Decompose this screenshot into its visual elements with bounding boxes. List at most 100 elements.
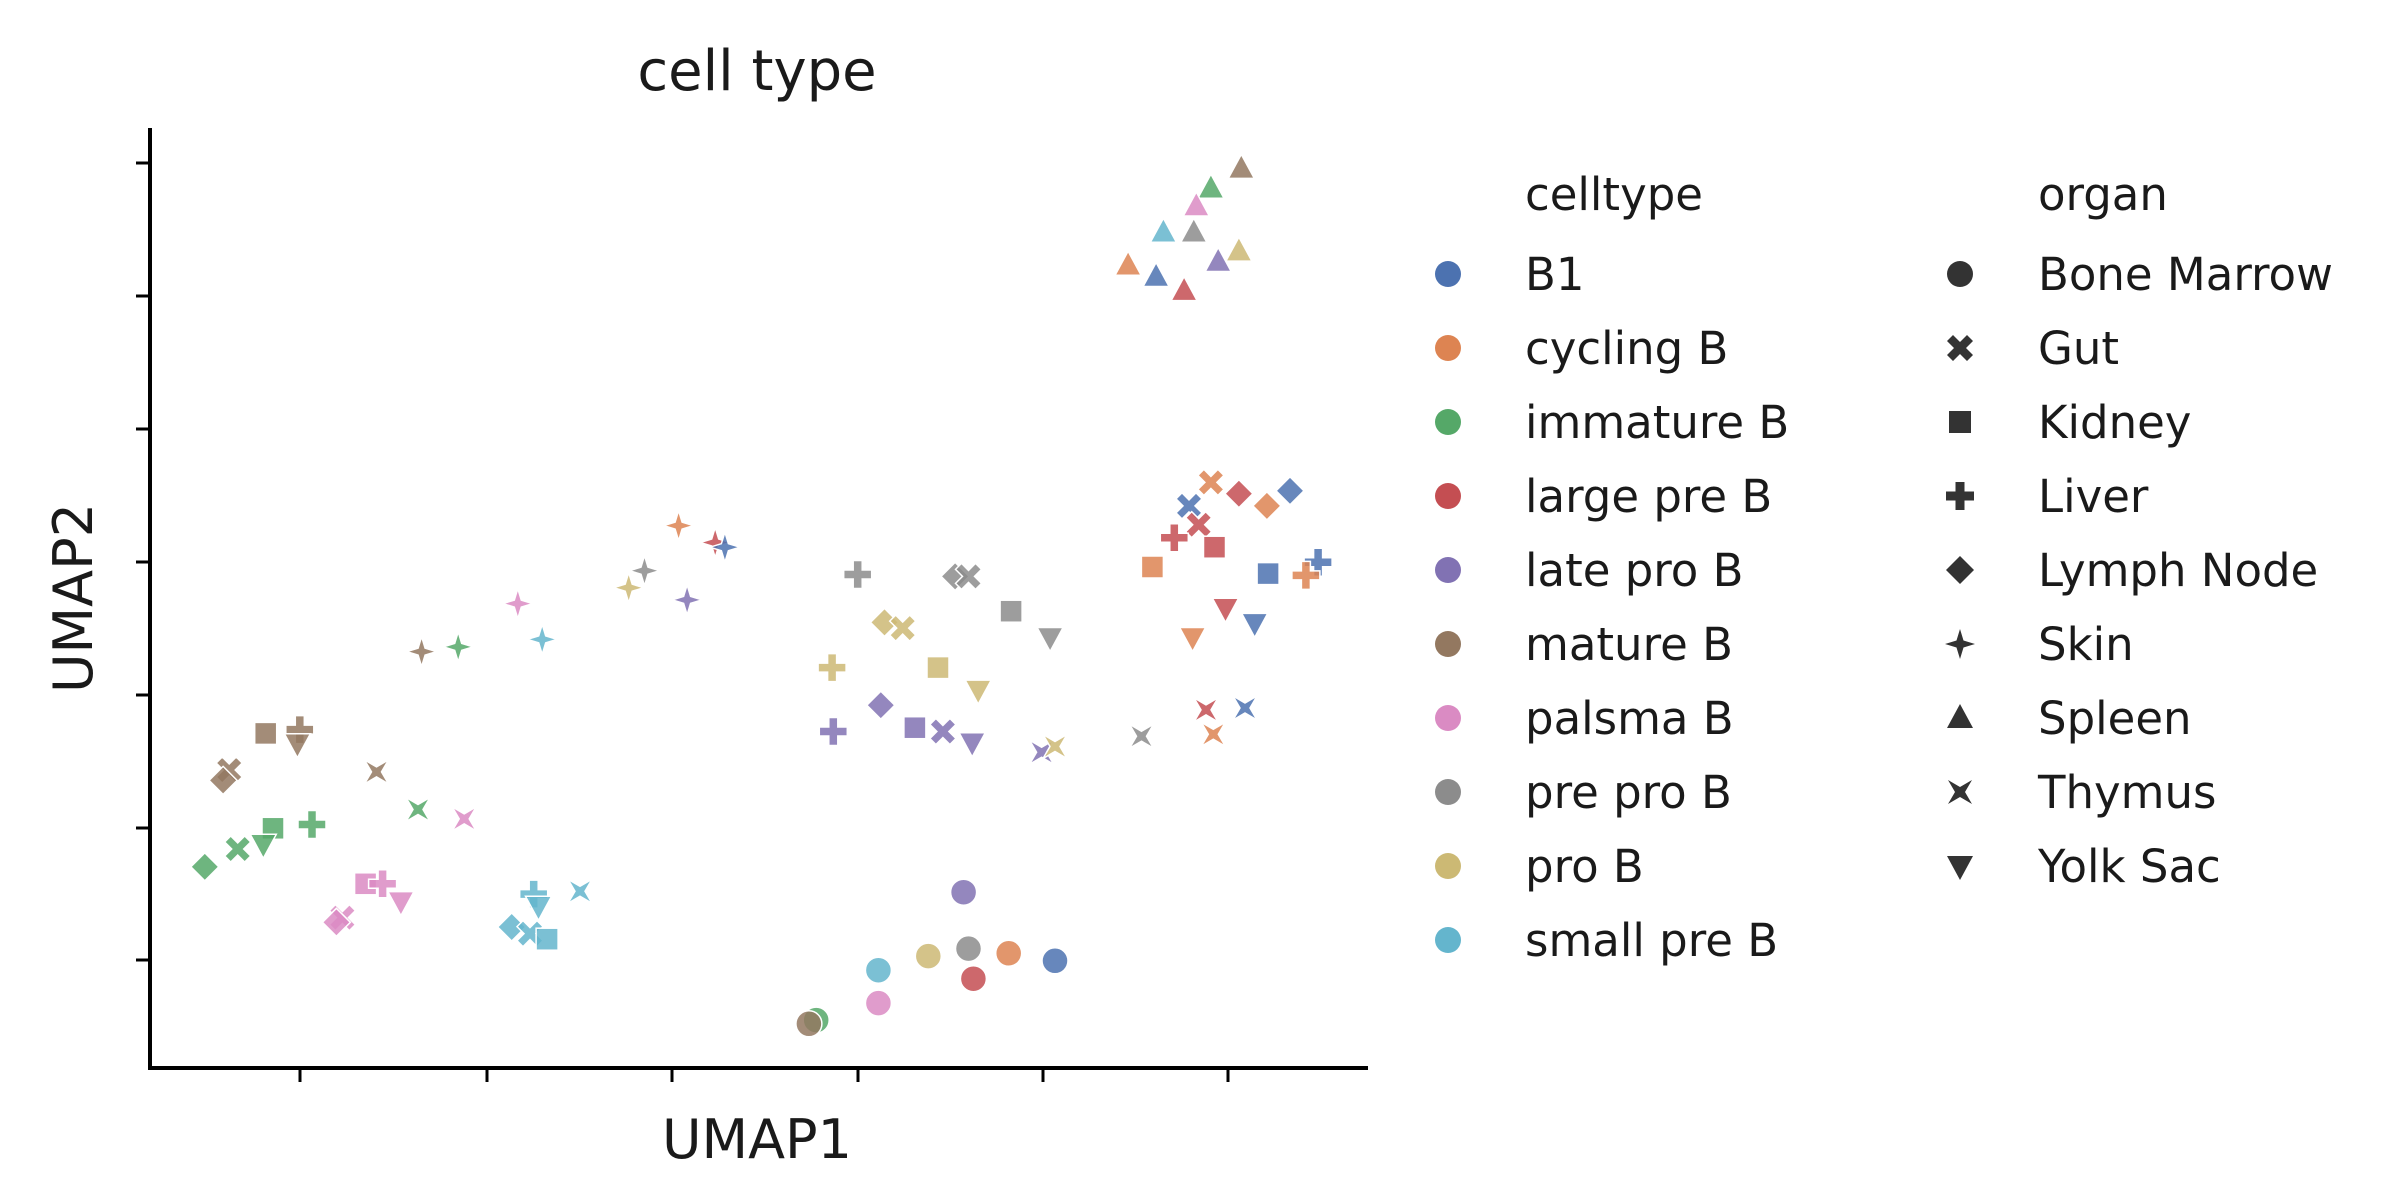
point-cycling-b-gut: [1197, 468, 1225, 497]
legend-swatch-large-pre-b: [1435, 483, 1461, 509]
point-small-pre-b-skin: [526, 623, 558, 656]
legend-label-thymus: Thymus: [2037, 766, 2216, 819]
legend-marker-liver: [1946, 482, 1974, 510]
legend-marker-skin: [1945, 629, 1975, 659]
point-large-pre-b-liver: [1159, 523, 1190, 553]
legend-organ-entries: Bone Marrow Gut Kidney Liver Lymph Node Skin S…: [1945, 248, 2333, 893]
point-cycling-b-yolk-sac: [1178, 626, 1207, 653]
legend-swatch-b1: [1435, 261, 1461, 287]
legend-swatch-cycling-b: [1435, 335, 1461, 361]
point-cycling-b-skin: [662, 509, 695, 542]
legend-celltype-entries: B1 cycling B immature B large pre B late pro…: [1435, 248, 1789, 967]
point-large-pre-b-spleen: [1170, 275, 1198, 302]
point-pre-pro-b-bone-marrow: [954, 934, 983, 963]
legend-marker-bone-marrow: [1947, 261, 1973, 287]
point-mature-b-spleen: [1227, 153, 1256, 180]
point-late-pro-b-bone-marrow: [949, 878, 978, 906]
point-large-pre-b-kidney: [1202, 535, 1227, 559]
point-immature-b-skin: [442, 631, 474, 663]
legend-hue-title: celltype: [1525, 168, 1703, 221]
point-pre-pro-b-yolk-sac: [1036, 626, 1064, 653]
legend-label-spleen: Spleen: [2038, 692, 2192, 745]
y-axis-ticks: [136, 161, 150, 962]
point-immature-b-lymph-node: [190, 852, 220, 882]
point-late-pro-b-kidney: [903, 715, 927, 740]
legend-swatch-pre-pro-b: [1435, 779, 1461, 805]
point-immature-b-spleen: [1197, 173, 1225, 199]
point-b1-lymph-node: [1275, 476, 1305, 506]
point-palsma-b-yolk-sac: [387, 890, 415, 917]
legend-marker-lymph-node: [1946, 556, 1974, 584]
point-large-pre-b-yolk-sac: [1211, 597, 1240, 624]
plot-area: [136, 128, 1368, 1082]
point-small-pre-b-bone-marrow: [864, 956, 893, 984]
point-cycling-b-lymph-node: [1252, 491, 1282, 521]
legend-label-lymph-node: Lymph Node: [2038, 544, 2318, 597]
point-immature-b-yolk-sac: [249, 833, 278, 860]
point-small-pre-b-thymus: [567, 878, 593, 905]
point-pro-b-kidney: [926, 655, 950, 680]
point-small-pre-b-kidney: [535, 927, 559, 951]
point-small-pre-b-spleen: [1149, 217, 1178, 244]
legend-swatch-late-pro-b: [1435, 557, 1461, 583]
legend-label-liver: Liver: [2038, 470, 2149, 523]
point-pro-b-bone-marrow: [914, 942, 943, 970]
point-large-pre-b-lymph-node: [1224, 478, 1254, 509]
legend-swatch-immature-b: [1435, 409, 1461, 435]
point-large-pre-b-thymus: [1193, 697, 1219, 723]
legend: celltype B1 cycling B immature B large pre …: [1435, 168, 2333, 967]
legend-label-pre-pro-b: pre pro B: [1525, 766, 1732, 819]
point-b1-spleen: [1142, 261, 1170, 288]
legend-swatch-small-pre-b: [1435, 927, 1461, 953]
legend-marker-kidney: [1949, 411, 1971, 433]
point-cycling-b-bone-marrow: [994, 939, 1023, 968]
point-cycling-b-thymus: [1200, 721, 1227, 748]
legend-label-b1: B1: [1525, 248, 1585, 301]
point-large-pre-b-bone-marrow: [959, 964, 988, 993]
legend-marker-gut: [1947, 335, 1973, 361]
legend-label-pro-b: pro B: [1525, 840, 1644, 893]
y-axis-label: UMAP2: [42, 503, 105, 693]
legend-label-large-pre-b: large pre B: [1525, 470, 1772, 523]
point-pre-pro-b-skin: [628, 554, 661, 587]
legend-label-palsma-b: palsma B: [1525, 692, 1734, 745]
point-late-pro-b-yolk-sac: [958, 732, 986, 758]
point-cycling-b-kidney: [1140, 555, 1165, 579]
point-mature-b-bone-marrow: [795, 1010, 823, 1038]
legend-marker-spleen: [1947, 704, 1973, 728]
point-immature-b-liver: [297, 809, 327, 840]
legend-marker-thymus: [1948, 780, 1972, 804]
x-axis-ticks: [298, 1068, 1230, 1082]
point-immature-b-gut: [223, 835, 252, 863]
legend-marker-yolk-sac: [1947, 856, 1973, 880]
point-mature-b-kidney: [253, 721, 278, 746]
x-axis-label: UMAP1: [662, 1108, 852, 1171]
legend-swatch-mature-b: [1435, 631, 1461, 657]
point-palsma-b-thymus: [451, 806, 477, 832]
point-late-pro-b-skin: [671, 584, 703, 616]
point-palsma-b-skin: [502, 587, 534, 620]
chart-title: cell type: [637, 39, 876, 104]
legend-label-gut: Gut: [2038, 322, 2119, 375]
legend-label-immature-b: immature B: [1525, 396, 1789, 449]
point-pro-b-yolk-sac: [964, 679, 992, 705]
point-cycling-b-spleen: [1114, 250, 1142, 276]
point-immature-b-thymus: [405, 796, 431, 823]
scatter-points: [190, 153, 1333, 1038]
point-b1-thymus: [1232, 695, 1258, 721]
point-pre-pro-b-kidney: [999, 599, 1023, 623]
legend-style-title: organ: [2038, 168, 2168, 221]
point-b1-yolk-sac: [1240, 612, 1269, 639]
point-mature-b-skin: [405, 635, 438, 668]
legend-label-kidney: Kidney: [2038, 396, 2191, 449]
point-pro-b-liver: [817, 652, 847, 683]
point-pre-pro-b-liver: [842, 559, 873, 590]
legend-label-small-pre-b: small pre B: [1525, 914, 1778, 967]
legend-label-bone-marrow: Bone Marrow: [2038, 248, 2333, 301]
legend-label-cycling-b: cycling B: [1525, 322, 1728, 375]
point-palsma-b-bone-marrow: [864, 989, 893, 1017]
point-pro-b-spleen: [1225, 236, 1253, 262]
point-pre-pro-b-spleen: [1180, 217, 1208, 244]
point-late-pro-b-liver: [818, 716, 849, 747]
